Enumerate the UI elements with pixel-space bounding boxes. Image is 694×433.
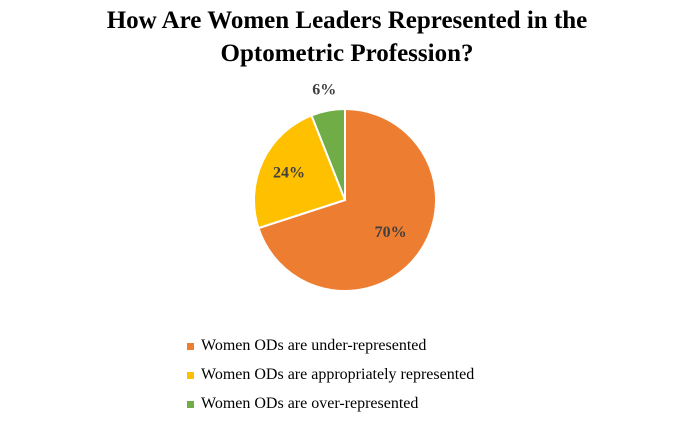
legend-item-appropriately-represented: Women ODs are appropriately represented bbox=[187, 365, 474, 394]
legend: Women ODs are under-represented Women OD… bbox=[187, 336, 474, 423]
legend-item-under-represented: Women ODs are under-represented bbox=[187, 336, 474, 365]
chart-title-line-1: How Are Women Leaders Represented in the bbox=[106, 7, 588, 34]
legend-label-appropriately-represented: Women ODs are appropriately represented bbox=[201, 366, 475, 383]
chart-title: How Are Women Leaders Represented in the… bbox=[0, 4, 694, 70]
legend-label-over-represented: Women ODs are over-represented bbox=[201, 395, 419, 412]
legend-label-under-represented: Women ODs are under-represented bbox=[201, 337, 427, 354]
data-label-under-represented: 70% bbox=[375, 224, 407, 241]
data-label-over-represented: 6% bbox=[312, 82, 336, 99]
legend-item-over-represented: Women ODs are over-represented bbox=[187, 394, 474, 423]
pie-slice-over-represented bbox=[310, 107, 346, 201]
data-label-appropriately-represented: 24% bbox=[273, 164, 305, 181]
legend-swatch-over-represented bbox=[187, 401, 194, 408]
pie-slice-under-represented bbox=[257, 107, 437, 292]
chart-title-line-2: Optometric Profession? bbox=[220, 40, 474, 67]
legend-swatch-appropriately-represented bbox=[187, 372, 194, 379]
legend-swatch-under-represented bbox=[187, 343, 194, 350]
